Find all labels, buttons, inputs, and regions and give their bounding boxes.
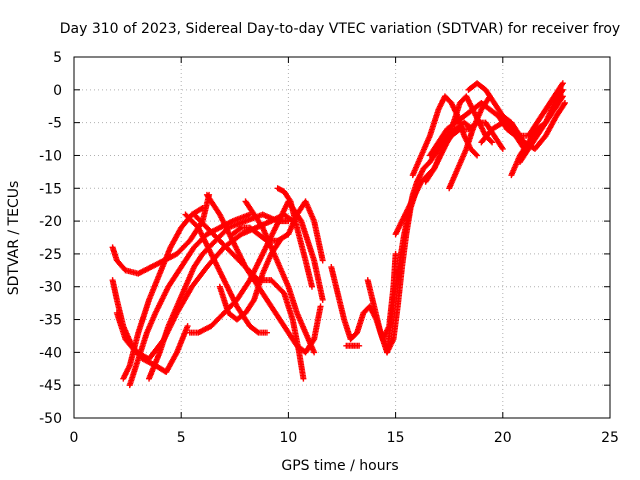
data-point: [499, 145, 506, 152]
y-tick-label: -15: [39, 181, 62, 197]
x-tick-label: 15: [387, 430, 405, 446]
data-point: [392, 250, 399, 257]
data-point: [559, 86, 566, 93]
y-tick-label: -30: [39, 280, 62, 296]
data-point: [319, 296, 326, 303]
data-series-28: [508, 86, 566, 179]
data-series-10: [203, 191, 307, 382]
data-point: [184, 323, 191, 330]
data-point: [356, 342, 363, 349]
data-series-14: [274, 185, 315, 290]
data-point: [285, 218, 292, 225]
y-tick-label: -50: [39, 411, 62, 427]
data-series-4: [120, 204, 206, 382]
x-tick-label: 20: [494, 430, 512, 446]
x-tick-label: 10: [279, 430, 297, 446]
x-tick-label: 5: [177, 430, 186, 446]
data-point: [489, 139, 496, 146]
data-point: [319, 257, 326, 264]
data-series-13: [242, 198, 318, 356]
data-point: [254, 328, 261, 335]
data-point: [488, 138, 495, 145]
data-point: [237, 225, 244, 232]
y-tick-label: -40: [39, 345, 62, 361]
data-series-7: [182, 211, 270, 336]
data-point: [308, 283, 315, 290]
data-point: [199, 204, 206, 211]
y-axis-label: SDTVAR / TECUs: [6, 181, 22, 296]
y-tick-label: -25: [39, 247, 62, 263]
x-axis: 0 5 10 15 20 25: [70, 57, 619, 446]
y-tick-label: 0: [53, 83, 62, 99]
data-point: [317, 303, 324, 310]
data-point: [473, 151, 479, 158]
y-tick-label: 5: [53, 50, 62, 66]
x-tick-label: 0: [70, 430, 79, 446]
data-point: [455, 127, 462, 134]
y-tick-label: -20: [39, 214, 62, 230]
data-point: [559, 80, 566, 87]
plot-frame: [73, 56, 611, 419]
data-series-12: [229, 198, 326, 264]
data-point: [561, 99, 568, 106]
data-point: [474, 152, 481, 159]
data-point: [263, 329, 270, 336]
x-tick-label: 25: [601, 430, 619, 446]
data-series-16: [343, 342, 363, 349]
data-point: [300, 375, 307, 382]
chart-title: Day 310 of 2023, Sidereal Day-to-day VTE…: [60, 21, 620, 37]
y-tick-label: -5: [48, 116, 62, 132]
x-axis-label: GPS time / hours: [281, 458, 398, 474]
y-axis: 5 0 -5 -10 -15 -20 -25 -30 -35 -40 -45 -50: [39, 50, 610, 427]
y-tick-label: -45: [39, 378, 62, 394]
y-tick-label: -35: [39, 313, 62, 329]
y-tick-label: -10: [39, 148, 62, 164]
data-point: [311, 349, 318, 356]
data-layer: [109, 80, 568, 389]
